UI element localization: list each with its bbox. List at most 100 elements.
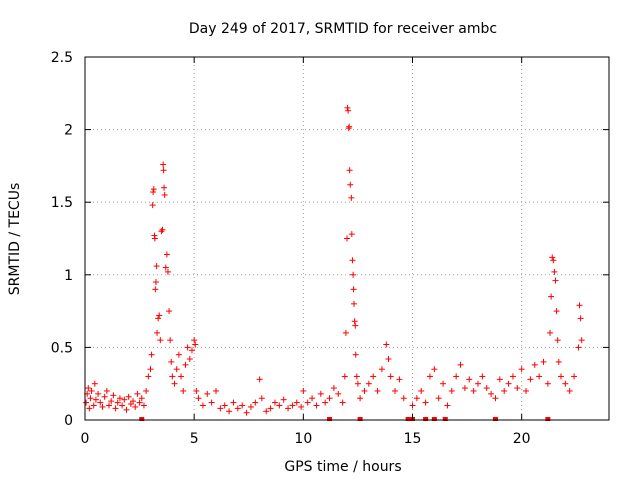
data-point bbox=[536, 373, 543, 380]
data-point bbox=[192, 341, 199, 348]
data-point bbox=[119, 402, 126, 409]
data-point bbox=[514, 385, 521, 392]
data-point bbox=[555, 358, 562, 365]
zero-marker bbox=[139, 417, 145, 421]
data-point bbox=[92, 396, 99, 403]
data-marks bbox=[83, 104, 585, 421]
data-point bbox=[152, 279, 159, 286]
data-point bbox=[298, 403, 305, 410]
data-point bbox=[475, 380, 481, 387]
x-tick-label: 5 bbox=[190, 431, 199, 447]
data-point bbox=[293, 399, 300, 406]
data-point bbox=[193, 387, 200, 394]
data-point bbox=[285, 405, 292, 412]
data-point bbox=[346, 123, 353, 130]
data-point bbox=[88, 387, 95, 394]
data-point bbox=[191, 337, 198, 344]
data-point bbox=[562, 380, 569, 387]
data-point bbox=[304, 399, 311, 406]
data-point bbox=[154, 329, 161, 336]
data-point bbox=[448, 387, 455, 394]
data-point bbox=[85, 385, 92, 392]
zero-marker bbox=[431, 417, 437, 421]
data-point bbox=[116, 395, 123, 402]
data-point bbox=[527, 376, 534, 383]
data-point bbox=[509, 373, 516, 380]
data-point bbox=[158, 228, 165, 235]
data-point bbox=[488, 390, 495, 397]
data-point bbox=[387, 373, 394, 380]
data-point bbox=[106, 402, 113, 409]
data-point bbox=[348, 194, 355, 201]
data-point bbox=[145, 373, 152, 380]
y-tick-label: 1 bbox=[64, 268, 73, 284]
data-point bbox=[252, 399, 259, 406]
data-point bbox=[239, 402, 246, 409]
data-point bbox=[317, 390, 324, 397]
y-tick-label: 2 bbox=[64, 123, 73, 139]
y-tick-label: 1.5 bbox=[51, 195, 73, 211]
data-point bbox=[204, 390, 211, 397]
data-point bbox=[341, 373, 348, 380]
data-point bbox=[577, 315, 584, 322]
data-point bbox=[339, 399, 346, 406]
data-point bbox=[271, 399, 278, 406]
data-point bbox=[479, 373, 486, 380]
data-point bbox=[350, 271, 357, 278]
data-point bbox=[263, 408, 270, 415]
data-point bbox=[435, 395, 442, 402]
data-point bbox=[440, 380, 447, 387]
data-point bbox=[357, 395, 364, 402]
data-point bbox=[557, 373, 564, 380]
data-point bbox=[148, 351, 155, 358]
data-point bbox=[313, 402, 320, 409]
data-point bbox=[156, 312, 163, 319]
data-point bbox=[347, 181, 354, 188]
data-point bbox=[352, 351, 359, 358]
data-point bbox=[365, 380, 372, 387]
data-point bbox=[247, 403, 254, 410]
data-point bbox=[217, 405, 224, 412]
data-point bbox=[168, 358, 175, 365]
data-point bbox=[136, 399, 143, 406]
data-point bbox=[505, 380, 512, 387]
data-point bbox=[418, 387, 425, 394]
data-point bbox=[150, 189, 157, 196]
data-point bbox=[267, 405, 274, 412]
data-point bbox=[501, 387, 508, 394]
data-point bbox=[150, 186, 157, 193]
data-point bbox=[348, 231, 355, 238]
data-point bbox=[385, 356, 392, 363]
y-tick-label: 2.5 bbox=[51, 50, 73, 66]
data-point bbox=[531, 361, 538, 368]
data-point bbox=[230, 399, 237, 406]
data-point bbox=[383, 341, 390, 348]
data-point bbox=[140, 402, 147, 409]
data-point bbox=[453, 373, 460, 380]
data-point bbox=[166, 308, 173, 315]
data-point bbox=[361, 387, 368, 394]
data-point bbox=[344, 104, 351, 111]
data-point bbox=[173, 366, 180, 373]
data-point bbox=[350, 286, 357, 293]
data-point bbox=[550, 257, 557, 264]
y-tick-label: 0.5 bbox=[51, 340, 73, 356]
data-point bbox=[112, 405, 119, 412]
data-point bbox=[149, 202, 156, 209]
data-point bbox=[413, 395, 420, 402]
data-point bbox=[470, 387, 477, 394]
data-point bbox=[132, 403, 139, 410]
data-point bbox=[335, 390, 342, 397]
data-point bbox=[103, 387, 110, 394]
data-point bbox=[114, 399, 121, 406]
data-point bbox=[309, 395, 316, 402]
data-point bbox=[195, 395, 202, 402]
data-point bbox=[208, 399, 215, 406]
data-point bbox=[554, 337, 561, 344]
data-point bbox=[349, 257, 356, 264]
data-point bbox=[163, 251, 170, 258]
data-point bbox=[523, 387, 530, 394]
data-point bbox=[370, 373, 377, 380]
data-point bbox=[426, 373, 433, 380]
x-axis-label: GPS time / hours bbox=[284, 459, 401, 475]
